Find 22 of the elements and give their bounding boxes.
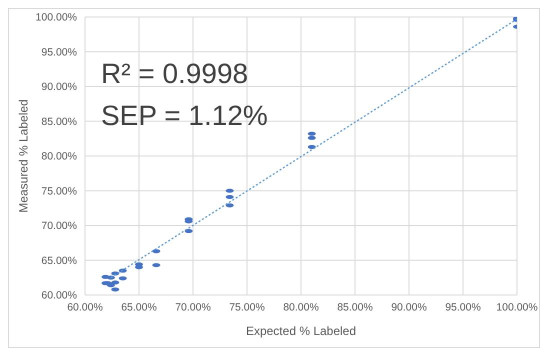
x-tick-label: 80.00% <box>283 301 319 314</box>
x-tick-label: 95.00% <box>445 301 481 314</box>
x-tick-label: 70.00% <box>175 301 211 314</box>
y-axis-title: Measured % Labeled <box>16 99 30 213</box>
y-tick-label: 90.00% <box>41 81 77 94</box>
x-tick-label: 65.00% <box>121 301 157 314</box>
x-tick-label: 90.00% <box>391 301 427 314</box>
y-tick-label: 60.00% <box>41 290 77 302</box>
y-tick-label: 100.00% <box>36 12 77 24</box>
y-tick-label: 65.00% <box>41 254 77 267</box>
y-tick-label: 80.00% <box>41 150 77 163</box>
x-axis-title: Expected % Labeled <box>246 324 356 338</box>
annotation: SEP = 1.12% <box>101 99 268 133</box>
x-tick-label: 85.00% <box>337 301 373 314</box>
y-tick-label: 70.00% <box>41 220 77 232</box>
x-tick-label: 75.00% <box>229 301 265 314</box>
x-tick-label: 60.00% <box>67 301 103 314</box>
y-tick-label: 95.00% <box>41 46 77 58</box>
annotation: R² = 0.9998 <box>101 57 250 91</box>
y-tick-label: 85.00% <box>41 116 77 128</box>
x-tick-label: 100.00% <box>496 301 538 314</box>
y-tick-label: 75.00% <box>41 185 77 198</box>
